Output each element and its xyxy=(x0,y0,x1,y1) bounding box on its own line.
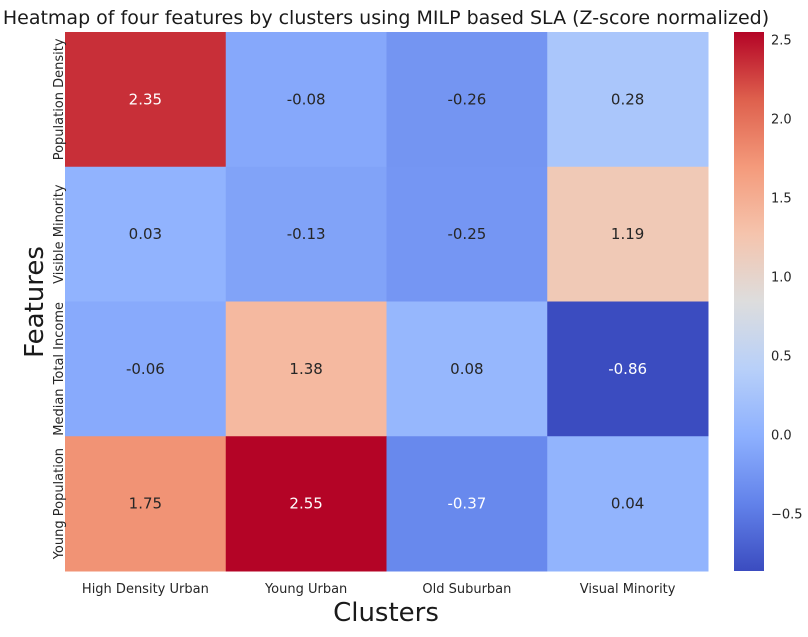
heatmap-cell xyxy=(65,32,227,168)
cell-value-label: -0.25 xyxy=(447,225,486,243)
colorbar-tick-label: 2.5 xyxy=(771,33,792,48)
x-axis-title: Clusters xyxy=(333,598,439,628)
cell-value-label: 0.08 xyxy=(450,360,483,378)
cell-value-label: -0.86 xyxy=(608,360,647,378)
colorbar-tick-label: 0.0 xyxy=(771,429,792,444)
heatmap-cell xyxy=(547,32,709,168)
heatmap-cell xyxy=(547,166,709,302)
heatmap-cell xyxy=(386,32,548,168)
x-tick-label: Visual Minority xyxy=(580,582,676,597)
heatmap-cell xyxy=(65,301,227,437)
cell-value-label: -0.13 xyxy=(287,225,326,243)
y-axis-title: Features xyxy=(20,246,50,358)
heatmap-cell xyxy=(547,301,709,437)
heatmap-cell xyxy=(65,166,227,302)
cell-value-label: -0.08 xyxy=(287,90,326,108)
cell-value-label: 0.28 xyxy=(611,90,644,108)
heatmap-cell xyxy=(386,436,548,572)
heatmap-cell xyxy=(65,436,227,572)
colorbar-tick-label: 0.5 xyxy=(771,350,792,365)
heatmap-cell xyxy=(386,301,548,437)
colorbar-gradient xyxy=(734,32,764,571)
heatmap-cell xyxy=(386,166,548,302)
x-tick-label: Young Urban xyxy=(264,582,347,597)
x-tick-label: Old Suburban xyxy=(422,582,511,597)
heatmap-cell xyxy=(225,301,387,437)
y-tick-label: Visible Minority xyxy=(52,184,67,284)
cell-value-label: 1.38 xyxy=(289,360,322,378)
colorbar-tick-label: 1.0 xyxy=(771,271,792,286)
heatmap-cell xyxy=(547,436,709,572)
cell-value-label: 2.55 xyxy=(289,495,322,513)
y-tick-label: Median Total Income xyxy=(52,302,67,436)
y-tick-label: Young Population xyxy=(52,448,67,560)
cell-value-label: 1.75 xyxy=(129,495,162,513)
colorbar-tick-label: −0.5 xyxy=(771,508,803,523)
cell-value-label: 2.35 xyxy=(129,90,162,108)
heatmap-cell xyxy=(225,32,387,168)
heatmap-cells: 2.35 -0.08 -0.26 0.28 0.03 -0.13 -0.25 1.19 -0.0… xyxy=(65,32,709,572)
cell-value-label: -0.37 xyxy=(447,495,486,513)
cell-value-label: -0.26 xyxy=(447,90,486,108)
cell-value-label: -0.06 xyxy=(126,360,165,378)
x-tick-label: High Density Urban xyxy=(82,582,209,597)
colorbar-tick-label: 1.5 xyxy=(771,191,792,206)
x-tick-labels: High Density Urban Young Urban Old Suburba… xyxy=(82,582,676,597)
cell-value-label: 0.04 xyxy=(611,495,644,513)
chart-title: Heatmap of four features by clusters usi… xyxy=(3,7,769,29)
heatmap-cell xyxy=(225,166,387,302)
y-tick-label: Population Density xyxy=(52,38,67,160)
heatmap-cell xyxy=(225,436,387,572)
cell-value-label: 0.03 xyxy=(129,225,162,243)
colorbar: −0.5 0.0 0.5 1.0 1.5 2.0 2.5 xyxy=(734,32,803,571)
y-tick-labels: Population Density Visible Minority Median… xyxy=(52,38,67,560)
colorbar-tick-label: 2.0 xyxy=(771,112,792,127)
cell-value-label: 1.19 xyxy=(611,225,644,243)
